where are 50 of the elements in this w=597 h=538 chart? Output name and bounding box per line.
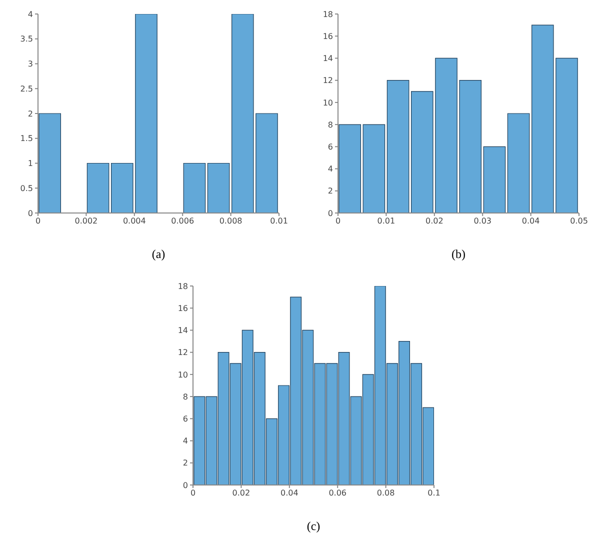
y-tick-label: 2.5: [20, 84, 33, 94]
y-tick-label: 3.5: [20, 34, 33, 44]
x-tick-label: 0.004: [122, 216, 146, 226]
x-tick-label: 0.02: [232, 488, 250, 498]
x-tick-label: 0.06: [328, 488, 347, 498]
y-tick-label: 2: [182, 458, 188, 468]
y-tick-label: 0: [182, 480, 188, 490]
text: (a): [150, 247, 166, 262]
y-tick-label: 18: [322, 10, 333, 19]
x-tick-label: 0.08: [376, 488, 395, 498]
text: (b): [450, 247, 466, 262]
y-tick-label: 6: [328, 142, 333, 152]
y-tick-label: 0: [328, 208, 333, 218]
y-tick-label: 10: [178, 370, 188, 380]
x-tick-label: 0.03: [474, 216, 492, 226]
x-tick-label: 0.002: [74, 216, 98, 226]
x-tick-label: 0.02: [425, 216, 444, 226]
y-tick-label: 12: [178, 348, 188, 358]
y-tick-label: 6: [182, 414, 188, 424]
y-tick-label: 4: [182, 436, 188, 446]
y-tick-label: 8: [182, 392, 188, 402]
x-tick-label: 0.01: [377, 216, 396, 226]
y-tick-label: 16: [322, 32, 333, 41]
y-tick-label: 18: [178, 282, 188, 291]
x-tick-label: 0: [35, 216, 41, 226]
y-tick-label: 2: [28, 109, 33, 118]
x-tick-label: 0.04: [522, 216, 540, 226]
y-tick-label: 16: [178, 304, 188, 313]
y-tick-label: 1: [28, 159, 33, 168]
text: (c): [306, 519, 322, 534]
y-tick-label: 10: [322, 98, 333, 108]
y-tick-label: 12: [322, 76, 333, 86]
y-tick-label: 2: [328, 186, 333, 196]
y-tick-label: 3: [28, 60, 33, 69]
y-tick-label: 4: [28, 10, 33, 19]
y-tick-label: 1.5: [20, 134, 33, 144]
y-tick-label: 4: [328, 164, 333, 174]
x-tick-label: 0.008: [219, 216, 242, 226]
y-tick-label: 0: [28, 208, 33, 218]
x-tick-label: 0.006: [171, 216, 194, 226]
x-tick-label: 0.1: [428, 488, 440, 498]
x-tick-label: 0.01: [270, 216, 288, 226]
x-tick-label: 0.05: [570, 216, 588, 226]
y-tick-label: 8: [328, 120, 333, 130]
x-tick-label: 0: [190, 488, 196, 498]
y-tick-label: 14: [178, 326, 188, 336]
y-tick-label: 0.5: [20, 184, 33, 193]
y-tick-label: 14: [322, 54, 333, 64]
x-tick-label: 0: [335, 216, 341, 226]
x-tick-label: 0.04: [280, 488, 298, 498]
